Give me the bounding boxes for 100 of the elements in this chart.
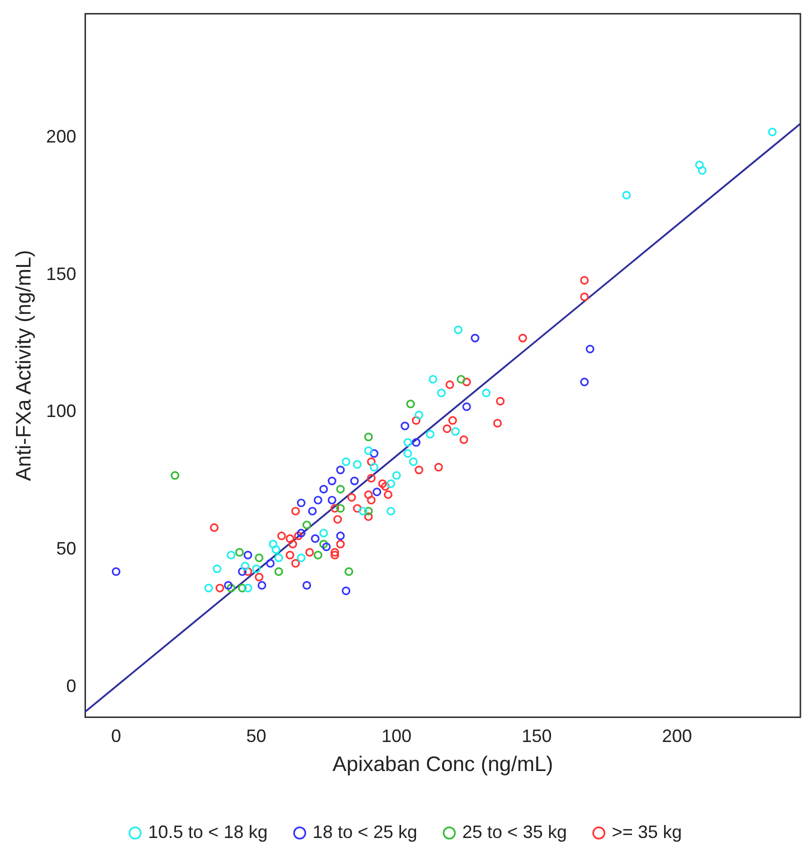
point [352, 460, 362, 469]
point [462, 402, 471, 412]
y-tick-label: 200 [46, 126, 76, 146]
point [352, 504, 362, 513]
point [330, 548, 340, 557]
point [296, 528, 306, 538]
point [258, 581, 266, 590]
point [238, 584, 247, 592]
point [456, 374, 466, 384]
point [277, 532, 286, 540]
point [586, 344, 594, 354]
point [216, 584, 224, 592]
point [288, 540, 298, 548]
point [240, 562, 250, 570]
point [372, 488, 382, 496]
point [451, 427, 460, 436]
point [414, 466, 424, 474]
point [305, 548, 314, 557]
point [768, 128, 777, 136]
point [310, 534, 320, 543]
point [462, 378, 471, 386]
point [224, 581, 233, 590]
point [426, 430, 434, 438]
legend-label: 18 to < 25 kg [312, 822, 418, 842]
x-tick-label: 50 [246, 726, 266, 746]
point [386, 479, 396, 488]
point [403, 449, 412, 458]
point [336, 540, 345, 548]
point [322, 542, 331, 552]
point [392, 471, 401, 480]
point [367, 474, 376, 482]
point [244, 584, 252, 592]
point [342, 586, 350, 596]
point [350, 476, 359, 486]
point [347, 493, 356, 502]
point [342, 457, 350, 466]
point [302, 581, 312, 590]
point [308, 506, 317, 516]
y-tick-label: 50 [56, 538, 76, 559]
point [238, 567, 247, 576]
point [274, 554, 284, 562]
point [291, 559, 300, 568]
point [274, 567, 284, 576]
point [314, 496, 322, 504]
x-tick-label: 200 [662, 726, 692, 746]
point [235, 548, 244, 557]
point [400, 422, 410, 430]
point [328, 496, 336, 504]
point [412, 438, 420, 447]
point [252, 564, 261, 574]
point [244, 550, 252, 560]
point [336, 484, 345, 494]
point [319, 484, 328, 494]
point [370, 462, 378, 472]
point [314, 550, 322, 560]
point [381, 482, 390, 491]
point [698, 166, 707, 175]
point [518, 334, 528, 342]
point [446, 380, 454, 390]
point [328, 476, 336, 486]
point [384, 490, 392, 499]
point [437, 388, 446, 398]
point [319, 540, 328, 548]
point [364, 432, 373, 442]
point [448, 416, 457, 425]
point [344, 567, 354, 576]
point [336, 466, 345, 474]
point [291, 506, 300, 516]
point [226, 550, 236, 560]
point [580, 292, 589, 302]
point [286, 534, 294, 543]
legend-label: 25 to < 35 kg [462, 822, 567, 842]
y-tick-label: 150 [46, 264, 76, 284]
point [364, 446, 373, 455]
point [364, 490, 373, 499]
point [204, 584, 213, 592]
point [333, 515, 342, 524]
point [378, 479, 387, 488]
point [370, 449, 378, 458]
point [294, 532, 303, 540]
point [254, 554, 264, 562]
point [296, 554, 306, 562]
point [412, 416, 420, 425]
point [266, 559, 275, 568]
point [386, 506, 396, 516]
y-axis-title: Anti-FXa Activity (ng/mL) [12, 250, 36, 482]
legend-label: >= 35 kg [612, 822, 682, 842]
point [330, 550, 340, 560]
point [170, 471, 180, 480]
point [403, 438, 412, 447]
point [210, 523, 219, 532]
point [442, 424, 452, 433]
point [622, 190, 631, 200]
point [364, 506, 373, 516]
point [336, 504, 345, 513]
x-axis-title: Apixaban Conc (ng/mL) [332, 753, 554, 776]
point [409, 457, 418, 466]
point [226, 584, 236, 592]
point [364, 512, 373, 521]
point [272, 545, 280, 554]
